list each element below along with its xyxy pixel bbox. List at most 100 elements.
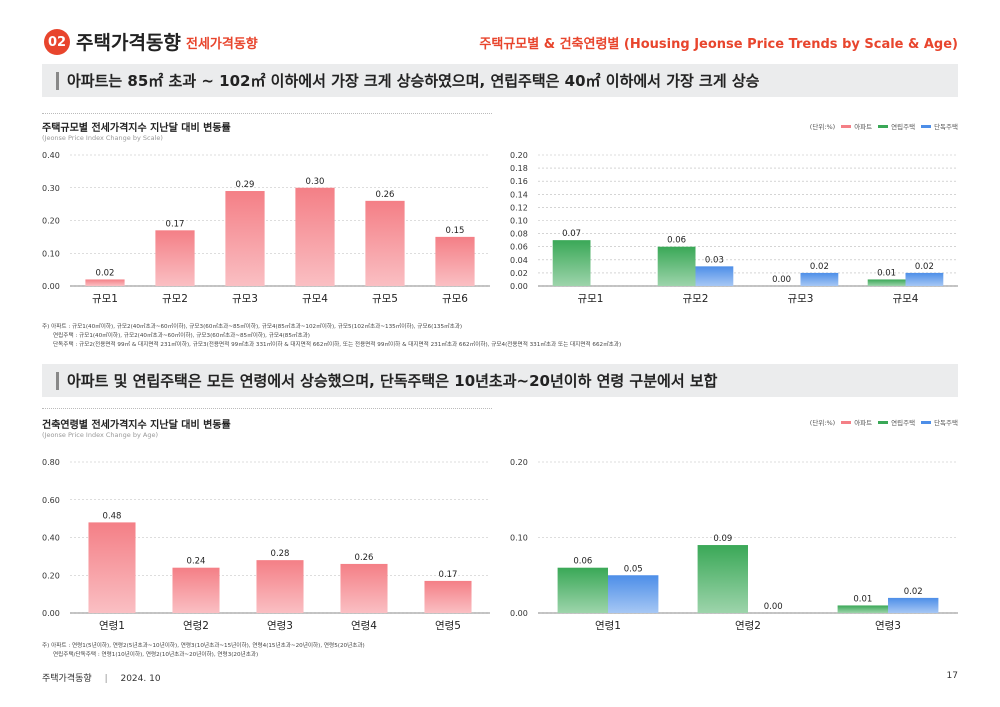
data-label: 0.26 (355, 553, 374, 563)
data-label: 0.02 (915, 262, 934, 272)
legend-swatch (921, 124, 932, 128)
legend-swatch (841, 124, 852, 128)
y-tick-label: 0.40 (42, 151, 60, 160)
data-label: 0.06 (667, 236, 686, 246)
y-tick-label: 0.00 (510, 282, 528, 291)
y-tick-label: 0.04 (510, 256, 528, 265)
data-label: 0.28 (271, 549, 290, 559)
data-label: 0.17 (439, 570, 458, 580)
data-label: 0.26 (376, 190, 395, 200)
x-tick-label: 규모2 (682, 293, 708, 305)
bar (85, 279, 125, 286)
note-line: 주) 아파트 : 연령1(5년이하), 연령2(5년초과~10년이하), 연령3… (42, 643, 365, 649)
data-label: 0.03 (705, 255, 724, 265)
scale-apartment-chart: 0.00 0.10 0.20 0.30 0.40 0.02 규모1 0.17 규모2 0.29 규모… (42, 151, 490, 305)
legend-label: 아파트 (854, 419, 873, 427)
data-label: 0.05 (624, 564, 643, 574)
headline-marker (56, 71, 59, 90)
data-label: 0.48 (103, 511, 122, 521)
footer-title: 주택가격동향 (42, 674, 92, 684)
bar (552, 240, 591, 286)
x-tick-label: 규모3 (787, 293, 813, 305)
section-number-badge: 02 (44, 29, 70, 55)
x-tick-label: 규모4 (892, 293, 918, 305)
legend-label: 단독주택 (934, 123, 958, 131)
y-tick-label: 0.00 (510, 609, 528, 618)
y-tick-label: 0.20 (42, 217, 60, 226)
headline-text: 아파트 및 연립주택은 모든 연령에서 상승했으며, 단독주택은 10년초과~2… (67, 372, 718, 390)
age-row-detached-chart: 0.000.100.200.060.05연령10.090.00연령20.010.… (510, 458, 958, 632)
y-tick-label: 0.18 (510, 164, 528, 173)
data-label: 0.00 (764, 602, 783, 612)
x-tick-label: 연령3 (875, 620, 901, 632)
footer-date: 2024. 10 (120, 674, 161, 684)
headline-band-1: 아파트는 85㎡ 초과 ~ 102㎡ 이하에서 가장 크게 상승하였으며, 연립… (42, 64, 958, 97)
data-label: 0.07 (562, 229, 581, 239)
bar (365, 200, 405, 286)
footer: 주택가격동향 | 2024. 10 (42, 671, 161, 684)
legend-item-apt: 아파트 (841, 417, 872, 427)
x-tick-label: 규모1 (577, 293, 603, 305)
data-label: 0.17 (166, 219, 185, 229)
legend-item-row: 연립주택 (878, 417, 915, 427)
headline-band-2: 아파트 및 연립주택은 모든 연령에서 상승했으며, 단독주택은 10년초과~2… (42, 364, 958, 397)
legend-item-detached: 단독주택 (921, 417, 958, 427)
x-tick-label: 규모3 (232, 293, 258, 305)
legend-swatch (841, 420, 852, 424)
bar (695, 266, 734, 286)
y-tick-label: 0.16 (510, 177, 528, 186)
chart-divider (42, 113, 492, 114)
page-number: 17 (946, 671, 958, 681)
y-tick-label: 0.10 (510, 534, 528, 543)
note-line: 단독주택 : 규모2(전용면적 99㎡ & 대지면적 231㎡이하), 규모3(… (53, 342, 622, 348)
bar (424, 580, 472, 613)
y-tick-label: 0.20 (510, 458, 528, 467)
y-tick-label: 0.40 (42, 534, 60, 543)
scale-row-detached-chart: 0.00 0.02 0.04 0.06 0.08 0.10 0.12 0.14 0.16 0.18… (510, 151, 958, 305)
x-tick-label: 규모2 (162, 293, 188, 305)
legend: (단위:%) 아파트 연립주택 단독주택 (810, 121, 958, 131)
bar (295, 187, 335, 286)
y-tick-label: 0.08 (510, 230, 528, 239)
bar (155, 230, 195, 286)
bar (557, 567, 608, 613)
x-tick-label: 규모6 (442, 293, 468, 305)
x-tick-label: 연령5 (435, 620, 461, 632)
y-tick-label: 0.10 (510, 217, 528, 226)
legend-item-apt: 아파트 (841, 121, 872, 131)
legend-label: 연립주택 (891, 419, 916, 427)
data-label: 0.01 (853, 594, 872, 604)
headline-text: 아파트는 85㎡ 초과 ~ 102㎡ 이하에서 가장 크게 상승하였으며, 연립… (67, 72, 760, 90)
y-tick-label: 0.60 (42, 496, 60, 505)
y-tick-label: 0.10 (42, 249, 60, 258)
bar (225, 191, 265, 286)
x-tick-label: 연령3 (267, 620, 293, 632)
x-tick-label: 연령1 (99, 620, 125, 632)
data-label: 0.01 (877, 268, 896, 278)
x-tick-label: 연령4 (351, 620, 377, 632)
legend-item-row: 연립주택 (878, 121, 915, 131)
data-label: 0.29 (236, 180, 255, 190)
x-tick-label: 규모4 (302, 293, 328, 305)
x-tick-label: 연령2 (183, 620, 209, 632)
y-tick-label: 0.02 (510, 269, 528, 278)
bar (697, 545, 748, 613)
legend-label: 단독주택 (934, 419, 958, 427)
x-tick-label: 규모1 (92, 293, 118, 305)
footer-separator: | (104, 674, 108, 684)
legend-item-detached: 단독주택 (921, 121, 958, 131)
data-label: 0.15 (446, 226, 465, 236)
x-tick-label: 연령1 (595, 620, 621, 632)
data-label: 0.02 (96, 268, 115, 278)
page-topic-title: 주택규모별 & 건축연령별 (Housing Jeonse Price Tren… (479, 37, 958, 52)
legend-label: 아파트 (854, 123, 873, 131)
data-label: 0.09 (713, 534, 732, 544)
legend: (단위:%) 아파트 연립주택 단독주택 (810, 417, 958, 427)
data-label: 0.02 (904, 587, 923, 597)
bar (905, 272, 944, 286)
age-notes: 주) 아파트 : 연령1(5년이하), 연령2(5년초과~10년이하), 연령3… (42, 642, 365, 660)
chart-title: 건축연령별 전세가격지수 지난달 대비 변동률 (42, 420, 231, 431)
bar (340, 563, 388, 613)
y-tick-label: 0.20 (510, 151, 528, 160)
data-label: 0.06 (573, 557, 592, 567)
